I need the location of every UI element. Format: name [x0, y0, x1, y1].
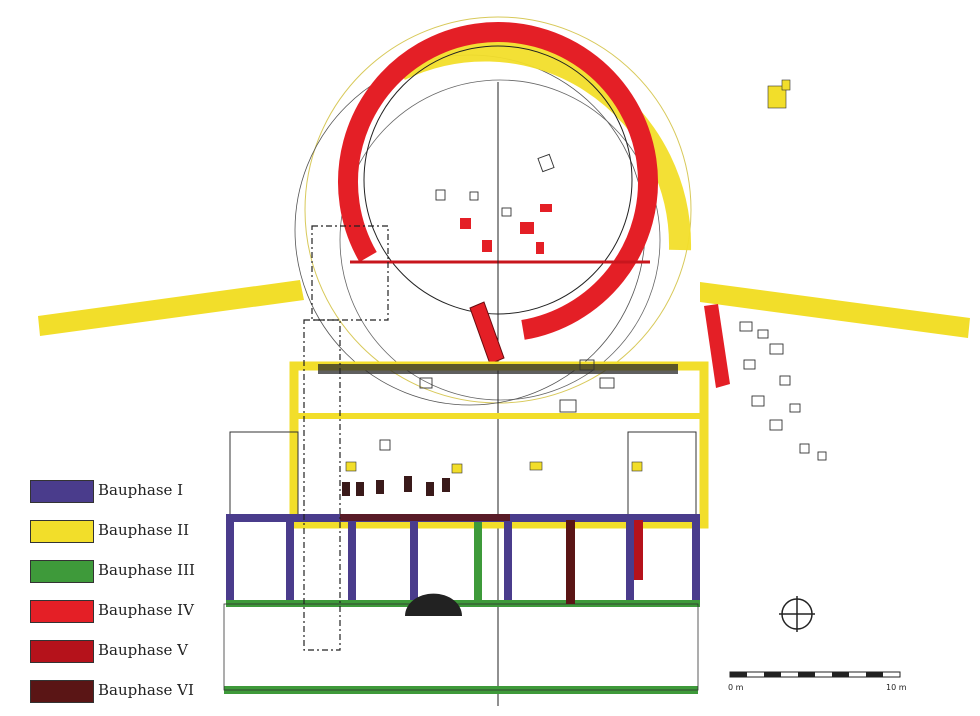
red-block — [460, 218, 471, 229]
legend-swatch — [30, 640, 94, 663]
phase-3-wall — [226, 600, 700, 607]
phase-3-outline — [223, 603, 699, 691]
legend-item-bauphase-1: Bauphase I — [30, 476, 230, 516]
legend-item-bauphase-3: Bauphase III — [30, 556, 230, 596]
legend-label: Bauphase V — [98, 641, 189, 659]
east-wing-wall — [700, 282, 970, 338]
red-ramp — [469, 301, 505, 365]
red-block — [482, 240, 492, 252]
dark-block-scatter — [342, 476, 450, 496]
legend: Bauphase I Bauphase II Bauphase III Baup… — [30, 476, 230, 716]
ring-wall-phase-4 — [338, 22, 658, 342]
legend-swatch — [30, 520, 94, 543]
phase-3-pier — [474, 522, 482, 604]
legend-item-bauphase-5: Bauphase V — [30, 636, 230, 676]
red-block — [540, 204, 552, 212]
legend-item-bauphase-6: Bauphase VI — [30, 676, 230, 716]
legend-item-bauphase-2: Bauphase II — [30, 516, 230, 556]
phase-5-pier — [634, 520, 643, 580]
apse — [405, 593, 462, 616]
phase-1-pier — [504, 514, 512, 604]
phase-1-wall-left — [226, 514, 234, 606]
tertiary-circle-outline — [339, 79, 661, 401]
legend-label: Bauphase VI — [98, 681, 194, 699]
legend-label: Bauphase II — [98, 521, 190, 539]
phase-1-pier — [410, 514, 418, 604]
phase-1-pier — [348, 514, 356, 604]
stone-scatter-interior — [379, 153, 615, 451]
red-block — [536, 242, 544, 254]
east-red-wall — [704, 304, 730, 388]
stone-band — [318, 364, 678, 374]
phase-6-row — [340, 514, 510, 521]
legend-swatch — [30, 600, 94, 623]
phase-5-pier — [566, 520, 575, 604]
red-block — [520, 222, 534, 234]
west-wing-wall — [38, 280, 304, 336]
phase-1-pier — [626, 514, 634, 604]
legend-label: Bauphase IV — [98, 601, 194, 619]
legend-swatch — [30, 560, 94, 583]
scale-end-label: 10 m — [886, 683, 907, 692]
scale-bar: 0 m 10 m — [728, 671, 907, 692]
yellow-block-scatter — [345, 79, 791, 474]
room-outline-west — [229, 431, 299, 519]
legend-item-bauphase-4: Bauphase IV — [30, 596, 230, 636]
dashed-annex — [303, 319, 341, 651]
room-outline-east — [627, 431, 697, 519]
stone-scatter-east — [739, 321, 827, 461]
phase-2-enclosure — [289, 361, 709, 529]
legend-label: Bauphase I — [98, 481, 184, 499]
phase-1-pier — [286, 514, 294, 604]
scale-start-label: 0 m — [728, 683, 744, 692]
phase-1-wall-right — [692, 514, 700, 606]
legend-label: Bauphase III — [98, 561, 195, 579]
north-arrow-icon — [779, 596, 815, 632]
legend-swatch — [30, 680, 94, 703]
legend-swatch — [30, 480, 94, 503]
dashed-annex-top — [311, 225, 389, 321]
